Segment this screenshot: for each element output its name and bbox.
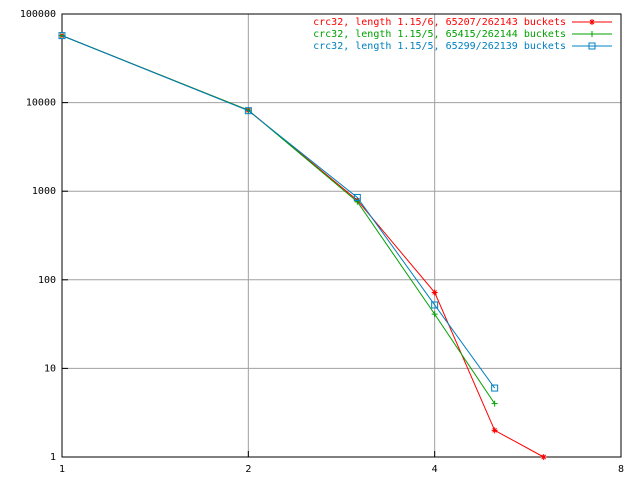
data-point <box>491 427 498 434</box>
data-point <box>244 107 252 115</box>
y-tick-label: 100000 <box>20 9 56 20</box>
x-tick-label: 1 <box>59 464 65 475</box>
data-point <box>58 32 66 40</box>
legend-label: crc32, length 1.15/5, 65299/262139 bucke… <box>313 41 566 52</box>
y-tick-label: 10 <box>44 363 56 374</box>
y-tick-label: 10000 <box>26 98 56 109</box>
legend-label: crc32, length 1.15/6, 65207/262143 bucke… <box>313 17 566 28</box>
data-point <box>491 384 499 392</box>
data-point <box>431 289 438 296</box>
series-line <box>61 35 544 458</box>
legend-marker <box>588 42 596 50</box>
data-point <box>540 454 547 460</box>
data-point <box>431 311 438 318</box>
y-tick-label: 1000 <box>32 186 56 197</box>
legend-marker <box>589 19 595 25</box>
x-tick-label: 2 <box>245 464 251 475</box>
x-tick-label: 8 <box>618 464 624 475</box>
x-tick-label: 4 <box>432 464 438 475</box>
data-point <box>353 193 361 201</box>
y-tick-label: 1 <box>50 452 56 463</box>
series-line <box>61 35 496 404</box>
legend-label: crc32, length 1.15/5, 65415/262144 bucke… <box>313 29 566 40</box>
data-point <box>431 301 439 309</box>
plot-frame <box>61 13 622 458</box>
data-point <box>354 198 361 205</box>
series-line <box>61 35 496 389</box>
y-tick-label: 100 <box>38 275 56 286</box>
legend-marker <box>589 31 595 37</box>
data-point <box>491 400 498 407</box>
